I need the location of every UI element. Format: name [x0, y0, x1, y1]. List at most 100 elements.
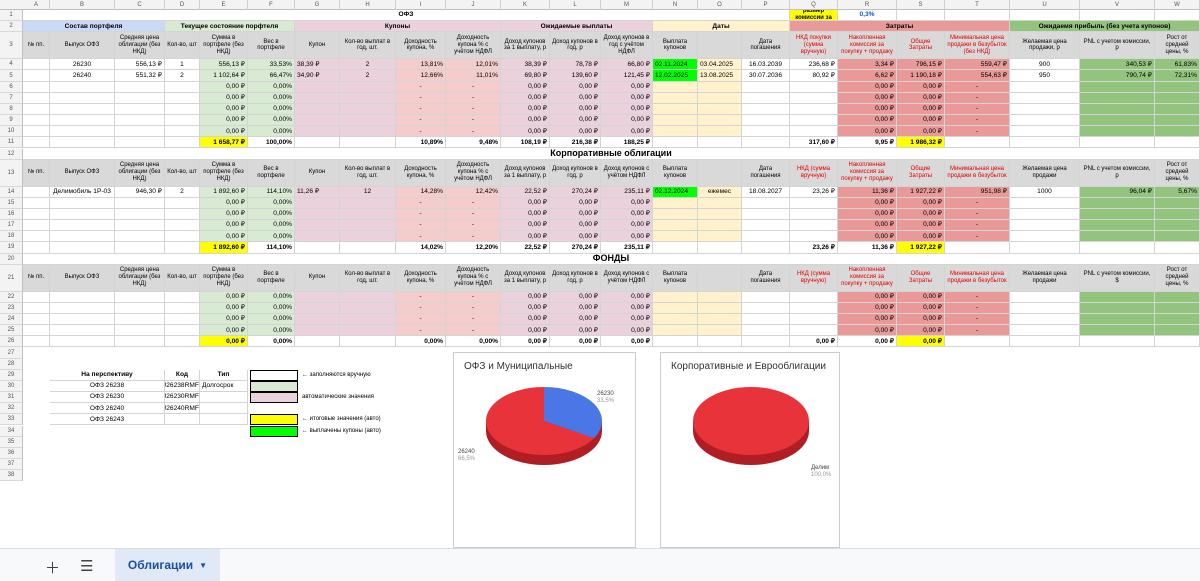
data-cell[interactable]	[1010, 126, 1080, 138]
data-cell[interactable]	[1080, 314, 1155, 326]
data-cell[interactable]: 11,36 ₽	[838, 186, 897, 198]
data-cell[interactable]	[50, 103, 115, 116]
data-cell[interactable]: 0,00 ₽	[897, 220, 945, 232]
data-cell[interactable]: 66,47%	[248, 70, 295, 82]
data-cell[interactable]: 0,00 ₽	[501, 92, 550, 104]
column-header-j[interactable]: J	[446, 0, 501, 10]
data-cell[interactable]: 96,04 ₽	[1080, 186, 1155, 198]
data-cell[interactable]	[295, 314, 340, 326]
data-cell[interactable]: 11,01%	[446, 70, 501, 82]
prospect-type[interactable]: Долгосрок	[200, 380, 248, 393]
data-cell[interactable]	[1010, 208, 1080, 221]
empty-cell[interactable]	[1155, 10, 1200, 22]
data-cell[interactable]	[1155, 197, 1200, 209]
row-number[interactable]: 14	[0, 186, 23, 198]
column-header-s[interactable]: S	[897, 0, 945, 10]
data-cell[interactable]: 0,00 ₽	[601, 126, 653, 138]
data-cell[interactable]: 0,00 ₽	[601, 302, 653, 314]
data-cell[interactable]	[165, 92, 200, 104]
data-cell[interactable]	[295, 208, 340, 221]
data-cell[interactable]	[115, 314, 165, 326]
data-cell[interactable]: -	[945, 103, 1010, 116]
data-cell[interactable]: 0,00%	[248, 81, 295, 93]
data-cell[interactable]: 0,00%	[248, 220, 295, 232]
data-cell[interactable]: 1	[165, 59, 200, 71]
data-cell[interactable]: 22,52 ₽	[501, 186, 550, 198]
data-cell[interactable]: 0,00 ₽	[200, 103, 248, 116]
data-cell[interactable]: 5,67%	[1155, 186, 1200, 198]
row-number[interactable]: 27	[0, 347, 23, 359]
data-cell[interactable]: -	[446, 103, 501, 116]
row-number[interactable]: 32	[0, 403, 23, 415]
data-cell[interactable]	[1155, 231, 1200, 243]
data-cell[interactable]	[165, 197, 200, 209]
data-cell[interactable]	[165, 208, 200, 221]
data-cell[interactable]: 0,00%	[248, 103, 295, 116]
data-cell[interactable]: 1 190,18 ₽	[897, 70, 945, 82]
data-cell[interactable]: 0,00 ₽	[897, 92, 945, 104]
data-cell[interactable]	[1080, 126, 1155, 138]
data-cell[interactable]: 0,00 ₽	[838, 314, 897, 326]
data-cell[interactable]: 0,00 ₽	[501, 126, 550, 138]
data-cell[interactable]: 1 102,64 ₽	[200, 70, 248, 82]
data-cell[interactable]: -	[945, 291, 1010, 303]
data-cell[interactable]	[165, 325, 200, 337]
column-header-o[interactable]: O	[698, 0, 742, 10]
column-header-q[interactable]: Q	[790, 0, 838, 10]
data-cell[interactable]: 0,00 ₽	[550, 103, 601, 116]
data-cell[interactable]: 951,98 ₽	[945, 186, 1010, 198]
data-cell[interactable]: -	[945, 126, 1010, 138]
data-cell[interactable]	[23, 92, 50, 104]
data-cell[interactable]: 0,00 ₽	[200, 126, 248, 138]
data-cell[interactable]	[653, 115, 698, 127]
data-cell[interactable]: 340,53 ₽	[1080, 59, 1155, 71]
data-cell[interactable]	[295, 302, 340, 314]
data-cell[interactable]	[698, 220, 742, 232]
data-cell[interactable]	[50, 314, 115, 326]
data-cell[interactable]: 0,00 ₽	[501, 208, 550, 221]
data-cell[interactable]	[790, 197, 838, 209]
data-cell[interactable]: -	[945, 302, 1010, 314]
data-cell[interactable]	[1155, 325, 1200, 337]
data-cell[interactable]	[115, 103, 165, 116]
prospect-type[interactable]	[200, 403, 248, 415]
data-cell[interactable]: 0,00 ₽	[200, 220, 248, 232]
data-cell[interactable]	[1010, 103, 1080, 116]
row-number[interactable]: 23	[0, 302, 23, 314]
data-cell[interactable]	[340, 92, 396, 104]
row-number[interactable]: 5	[0, 70, 23, 82]
column-header-h[interactable]: H	[340, 0, 396, 10]
data-cell[interactable]: 12	[340, 186, 396, 198]
data-cell[interactable]: 554,63 ₽	[945, 70, 1010, 82]
data-cell[interactable]	[698, 208, 742, 221]
data-cell[interactable]	[698, 115, 742, 127]
data-cell[interactable]	[1080, 325, 1155, 337]
data-cell[interactable]	[23, 314, 50, 326]
data-cell[interactable]: -	[396, 231, 446, 243]
data-cell[interactable]	[742, 126, 790, 138]
data-cell[interactable]: 556,13 ₽	[115, 59, 165, 71]
data-cell[interactable]	[165, 126, 200, 138]
data-cell[interactable]	[50, 197, 115, 209]
data-cell[interactable]: 0,00 ₽	[550, 81, 601, 93]
column-header-a[interactable]: A	[23, 0, 50, 10]
data-cell[interactable]	[653, 314, 698, 326]
data-cell[interactable]	[295, 220, 340, 232]
column-header-k[interactable]: K	[501, 0, 550, 10]
data-cell[interactable]: 0,00%	[248, 126, 295, 138]
data-cell[interactable]	[340, 115, 396, 127]
data-cell[interactable]	[295, 291, 340, 303]
data-cell[interactable]: 12,66%	[396, 70, 446, 82]
data-cell[interactable]: 0,00 ₽	[897, 208, 945, 221]
prospect-name[interactable]: ОФЗ 26243	[50, 414, 165, 426]
column-header-t[interactable]: T	[945, 0, 1010, 10]
data-cell[interactable]	[1080, 231, 1155, 243]
data-cell[interactable]	[50, 81, 115, 93]
data-cell[interactable]: 2	[340, 59, 396, 71]
data-cell[interactable]	[1155, 314, 1200, 326]
data-cell[interactable]	[1080, 208, 1155, 221]
data-cell[interactable]: 790,74 ₽	[1080, 70, 1155, 82]
column-header-g[interactable]: G	[295, 0, 340, 10]
data-cell[interactable]	[165, 103, 200, 116]
data-cell[interactable]: -	[396, 126, 446, 138]
